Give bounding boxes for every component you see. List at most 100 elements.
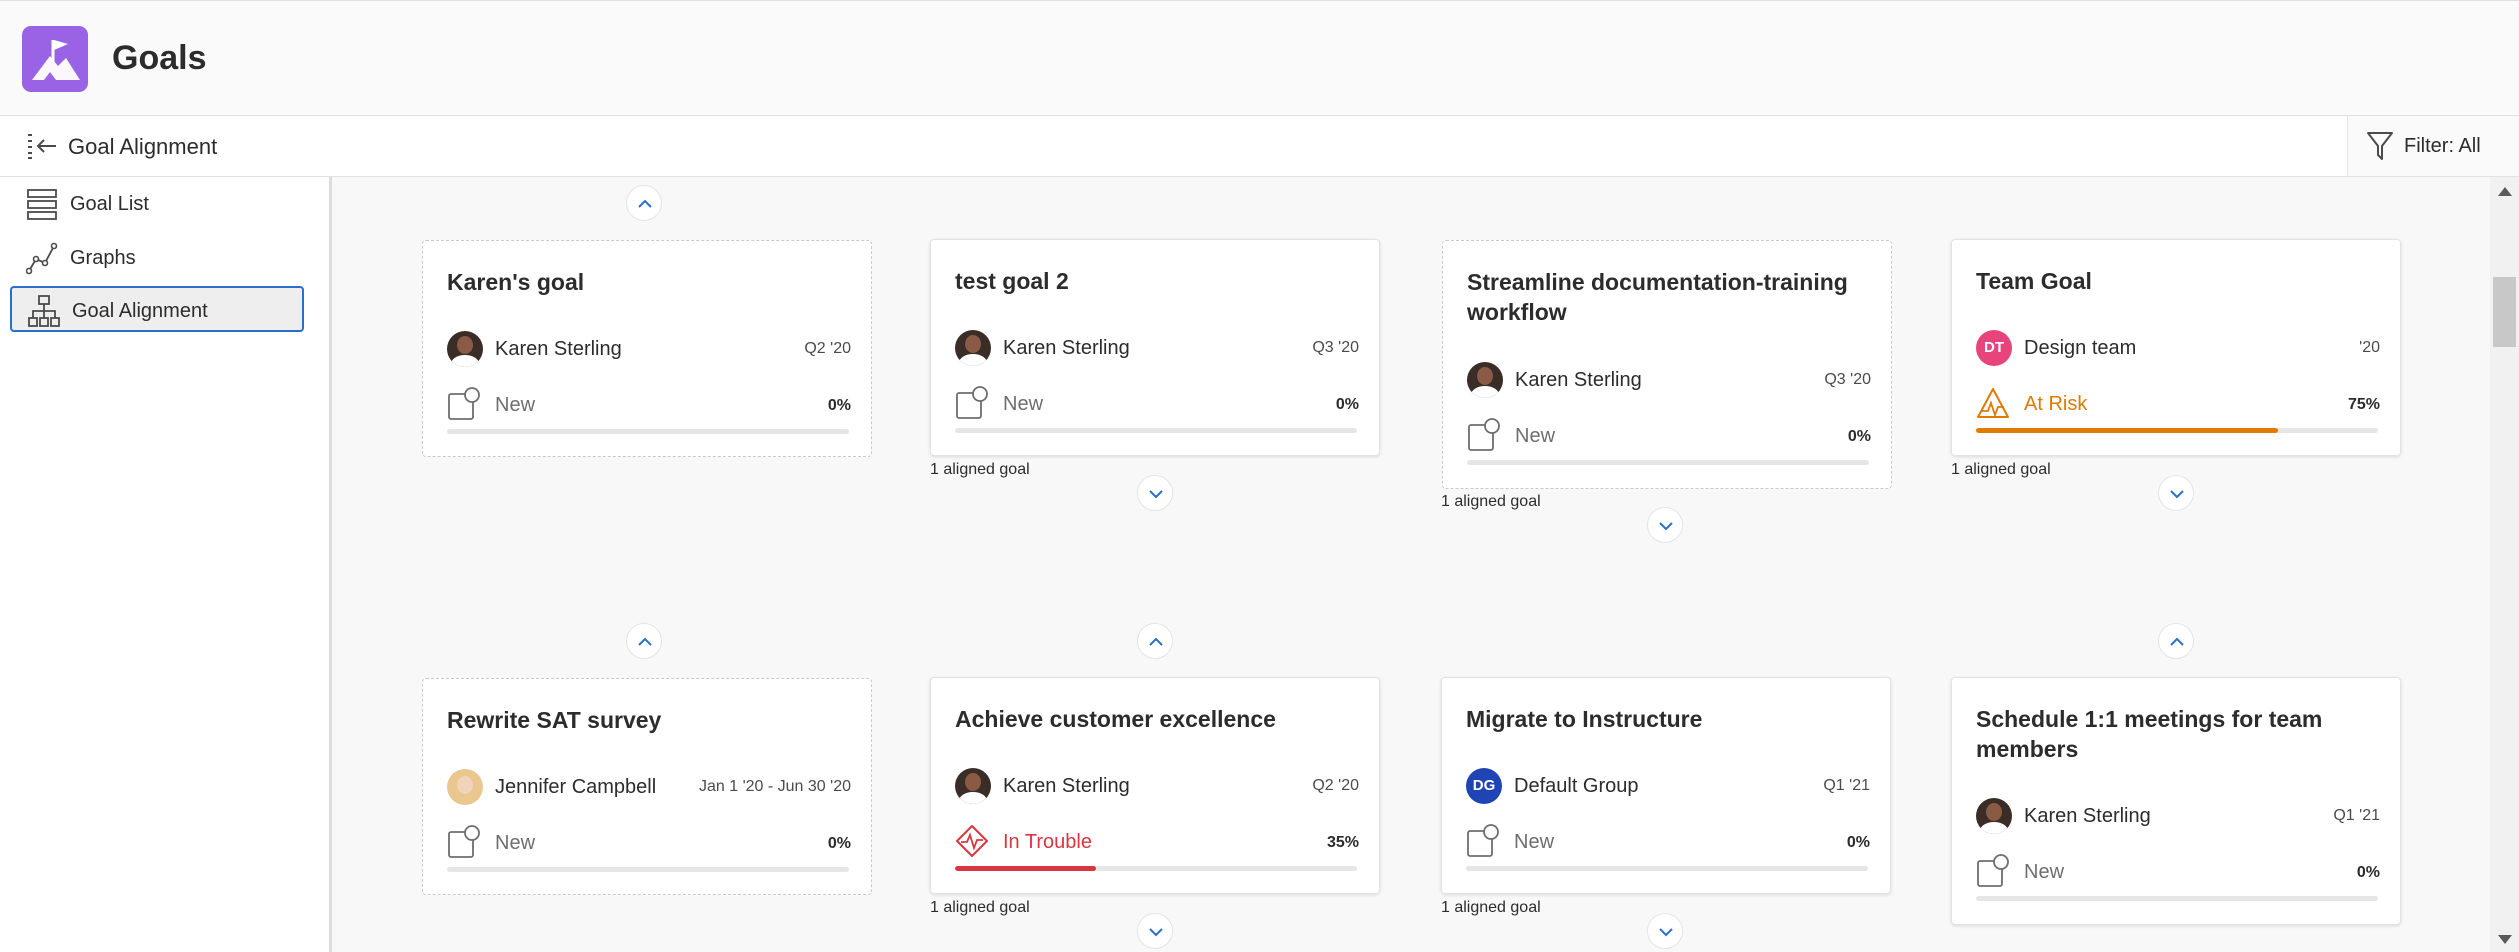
avatar: DG	[1466, 768, 1502, 804]
sidebar-item-label: Goal List	[70, 193, 149, 215]
goal-title: Achieve customer excellence	[955, 706, 1276, 732]
expand-parent-button[interactable]	[1137, 623, 1173, 659]
expand-children-button[interactable]	[2158, 475, 2194, 511]
owner-name: Default Group	[1514, 775, 1639, 797]
filter-button[interactable]: Filter: All	[2347, 116, 2519, 176]
view-title: Goal Alignment	[68, 134, 218, 159]
status-label: New	[1003, 393, 1044, 415]
goal-title: Streamline documentation-training workfl…	[1467, 269, 1848, 325]
status-label: In Trouble	[1003, 831, 1092, 853]
aligned-goals-count: 1 aligned goal	[930, 899, 1030, 916]
goal-title: Rewrite SAT survey	[447, 707, 662, 733]
status-label: New	[1515, 425, 1556, 447]
avatar	[1467, 362, 1503, 398]
sidebar-item-graphs[interactable]: Graphs	[10, 235, 304, 281]
goal-title: Team Goal	[1976, 268, 2092, 294]
goal-card[interactable]: Karen's goal Karen Sterling Q2 '20 New 0…	[422, 240, 872, 457]
new-status-icon	[1976, 853, 2010, 889]
goal-status: At Risk 75%	[1976, 385, 2380, 421]
expand-children-button[interactable]	[1137, 913, 1173, 949]
new-status-icon	[447, 824, 481, 860]
status-label: New	[2024, 861, 2065, 883]
sidebar-item-goal-list[interactable]: Goal List	[10, 181, 304, 227]
goal-status: New 0%	[1467, 417, 1871, 453]
goal-status: In Trouble 35%	[955, 823, 1359, 859]
owner-name: Karen Sterling	[1003, 337, 1130, 359]
progress-bar	[1466, 866, 1868, 871]
list-icon	[26, 187, 58, 221]
goal-period: Q3 '20	[1312, 339, 1359, 356]
goal-card[interactable]: Rewrite SAT survey Jennifer Campbell Jan…	[422, 678, 872, 895]
goal-owner: DG Default Group Q1 '21	[1466, 768, 1870, 804]
goal-owner: Jennifer Campbell Jan 1 '20 - Jun 30 '20	[447, 769, 851, 805]
goal-title: Migrate to Instructure	[1466, 706, 1703, 732]
expand-children-button[interactable]	[1647, 913, 1683, 949]
status-label: New	[1514, 831, 1555, 853]
app-title: Goals	[112, 39, 207, 77]
goal-period: Q2 '20	[804, 340, 851, 357]
scroll-up-arrow-icon[interactable]	[2498, 187, 2512, 196]
progress-percent: 75%	[2347, 396, 2380, 413]
goal-card[interactable]: Team Goal DT Design team '20 At Risk 75%	[1951, 239, 2401, 456]
new-status-icon	[447, 386, 481, 422]
expand-parent-button[interactable]	[626, 623, 662, 659]
status-label: New	[495, 832, 536, 854]
scroll-down-arrow-icon[interactable]	[2498, 935, 2512, 944]
sidebar: Goal List Graphs Goal Alignment	[0, 177, 332, 952]
chevron-up-icon	[638, 637, 652, 646]
avatar	[447, 331, 483, 367]
goal-status: New 0%	[447, 824, 851, 860]
avatar	[955, 768, 991, 804]
goal-card[interactable]: Schedule 1:1 meetings for team members K…	[1951, 677, 2401, 925]
status-label: New	[495, 394, 536, 416]
goal-card[interactable]: Migrate to Instructure DG Default Group …	[1441, 677, 1891, 894]
goal-period: Jan 1 '20 - Jun 30 '20	[699, 778, 851, 795]
collapse-sidebar-icon[interactable]	[26, 133, 58, 159]
progress-percent: 35%	[1326, 834, 1359, 851]
sidebar-item-label: Goal Alignment	[72, 300, 208, 322]
progress-bar	[955, 428, 1357, 433]
goal-period: Q1 '21	[1823, 777, 1870, 794]
sidebar-item-label: Graphs	[70, 247, 136, 269]
goal-owner: DT Design team '20	[1976, 330, 2380, 366]
vertical-scrollbar[interactable]	[2490, 177, 2519, 952]
goal-owner: Karen Sterling Q2 '20	[447, 331, 851, 367]
new-status-icon	[955, 385, 989, 421]
app-header: Goals	[0, 0, 2519, 116]
sidebar-item-goal-alignment[interactable]: Goal Alignment	[10, 286, 304, 332]
owner-name: Design team	[2024, 337, 2137, 359]
goal-period: Q1 '21	[2333, 807, 2380, 824]
avatar	[447, 769, 483, 805]
hierarchy-icon	[28, 294, 60, 328]
avatar: DT	[1976, 330, 2012, 366]
progress-fill	[1976, 428, 2278, 433]
chevron-down-icon	[2170, 490, 2184, 499]
goal-title: Schedule 1:1 meetings for team members	[1976, 706, 2323, 762]
status-label: At Risk	[2024, 393, 2088, 415]
chevron-down-icon	[1149, 928, 1163, 937]
avatar	[1976, 798, 2012, 834]
expand-children-button[interactable]	[1137, 475, 1173, 511]
progress-percent: 0%	[1847, 428, 1871, 445]
expand-parent-button[interactable]	[2158, 623, 2194, 659]
expand-children-button[interactable]	[1647, 507, 1683, 543]
graph-icon	[25, 241, 58, 275]
scroll-thumb[interactable]	[2493, 277, 2516, 347]
goal-card[interactable]: Achieve customer excellence Karen Sterli…	[930, 677, 1380, 894]
goal-alignment-canvas: Karen's goal Karen Sterling Q2 '20 New 0…	[335, 177, 2490, 952]
goal-owner: Karen Sterling Q3 '20	[955, 330, 1359, 366]
goal-period: '20	[2359, 339, 2380, 356]
progress-bar	[1976, 428, 2378, 433]
goal-card[interactable]: test goal 2 Karen Sterling Q3 '20 New 0%	[930, 239, 1380, 456]
progress-bar	[1976, 896, 2378, 901]
avatar	[955, 330, 991, 366]
goal-owner: Karen Sterling Q3 '20	[1467, 362, 1871, 398]
progress-bar	[447, 429, 849, 434]
filter-label: Filter: All	[2404, 135, 2481, 157]
expand-parent-button[interactable]	[626, 185, 662, 221]
chevron-up-icon	[1149, 637, 1163, 646]
goals-app-logo-icon[interactable]	[22, 26, 88, 92]
chevron-down-icon	[1659, 928, 1673, 937]
goal-card[interactable]: Streamline documentation-training workfl…	[1442, 240, 1892, 489]
view-header: Goal Alignment Filter: All	[0, 116, 2519, 177]
